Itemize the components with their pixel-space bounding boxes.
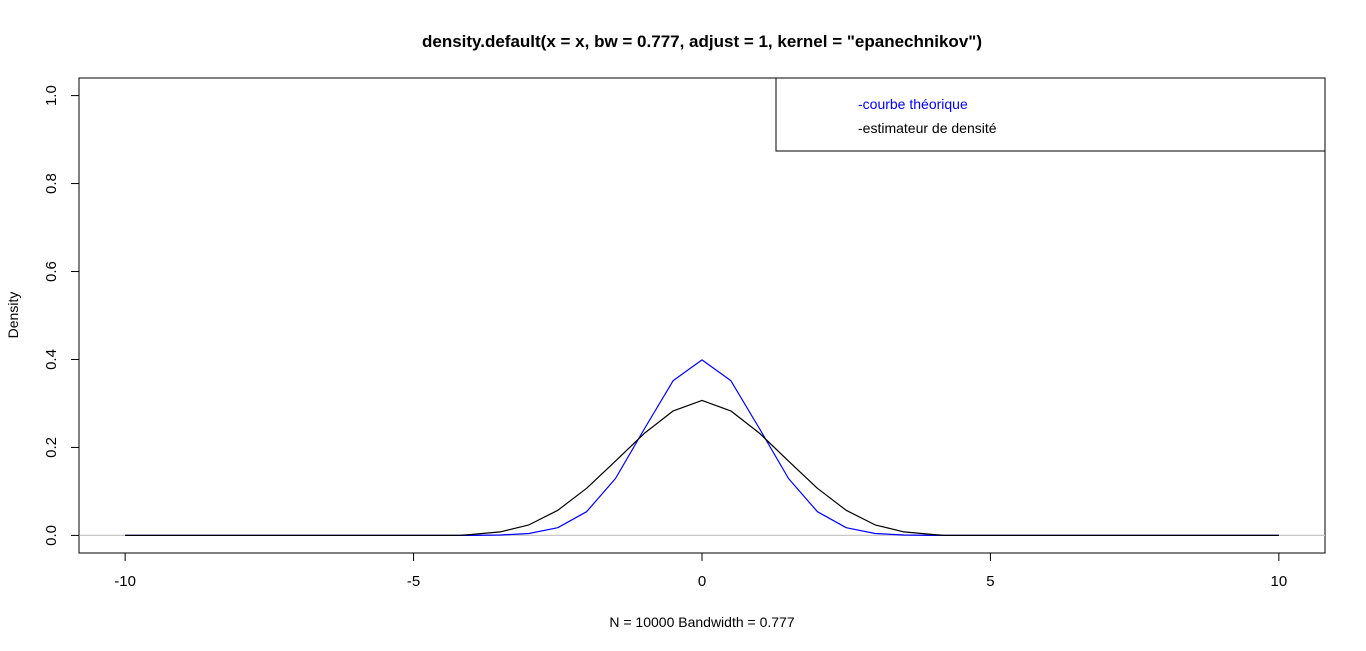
x-tick-label: -5 [407,573,420,590]
legend-entry-estimator: -estimateur de densité [858,120,997,136]
series-line-1 [125,399,1279,536]
chart-title: density.default(x = x, bw = 0.777, adjus… [422,32,982,51]
y-tick-label: 1.0 [43,85,60,106]
y-tick-label: 0.4 [43,349,60,370]
y-tick-label: 0.8 [43,173,60,194]
legend-box [775,77,1326,152]
x-axis: -10 -5 0 5 10 [114,552,1288,590]
x-axis-label: N = 10000 Bandwidth = 0.777 [609,614,794,630]
y-tick-label: 0.2 [43,437,60,458]
y-axis-label: Density [5,292,21,339]
x-tick-label: 10 [1271,573,1288,590]
series-line-0 [125,359,1279,536]
x-tick-label: 5 [986,573,994,590]
density-series [125,359,1279,536]
legend: -courbe théorique -estimateur de densité [775,77,1326,152]
legend-entry-theoretical: -courbe théorique [858,96,968,112]
y-tick-label: 0.6 [43,261,60,282]
x-tick-label: 0 [698,573,706,590]
y-axis: 0.0 0.2 0.4 0.6 0.8 1.0 [43,85,80,546]
y-tick-label: 0.0 [43,525,60,546]
x-tick-label: -10 [114,573,136,590]
